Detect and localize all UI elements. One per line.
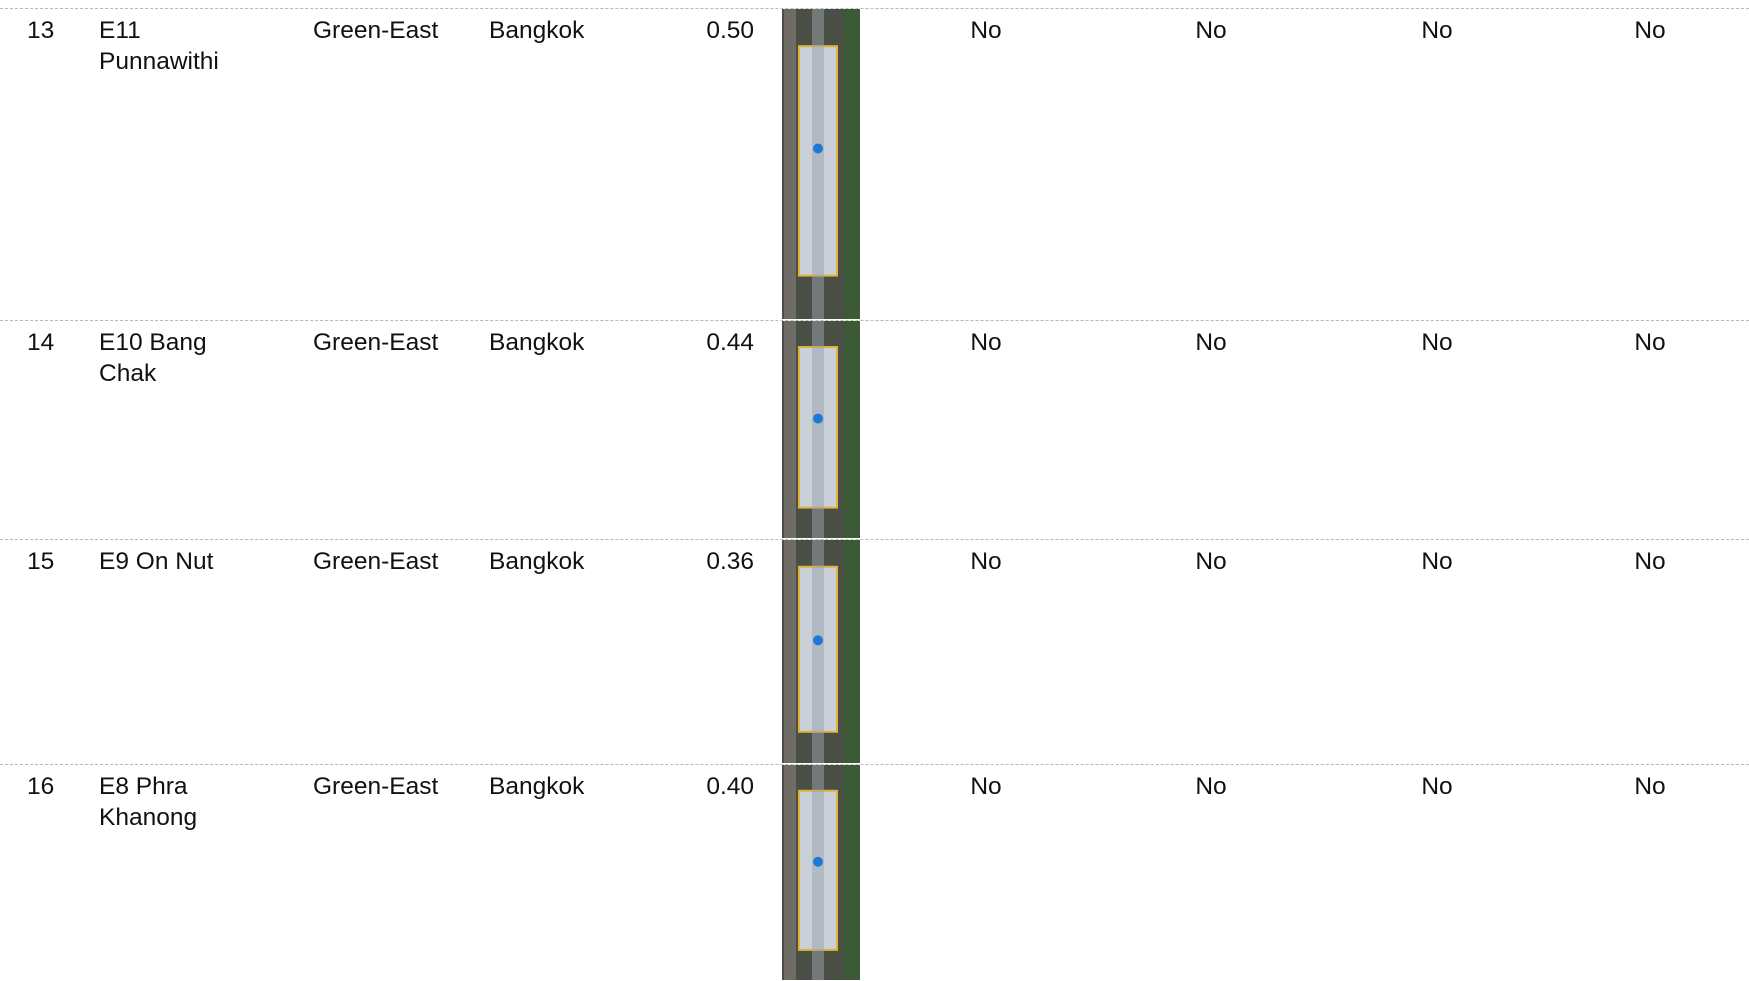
thumb-green [844, 321, 860, 538]
thumb-road-left [784, 321, 796, 538]
flag: No [1634, 17, 1666, 44]
distance: 0.44 [706, 329, 754, 356]
thumb-road-left [784, 540, 796, 763]
thumb-pin [813, 635, 823, 646]
station-name: E9 On Nut [99, 548, 214, 575]
distance: 0.40 [706, 773, 754, 800]
thumb-road-left [784, 765, 796, 980]
distance: 0.50 [706, 17, 754, 44]
station-thumbnail [782, 540, 860, 763]
flag: No [1195, 548, 1227, 575]
flag: No [1421, 773, 1453, 800]
thumb-green [844, 9, 860, 319]
thumb-track [812, 9, 824, 319]
row-number: 16 [27, 773, 55, 800]
station-name: E11 Punnawithi [99, 17, 219, 75]
flag: No [1634, 329, 1666, 356]
flag: No [970, 329, 1002, 356]
thumb-green [844, 540, 860, 763]
city: Bangkok [489, 17, 585, 44]
flag: No [970, 548, 1002, 575]
thumb-track [812, 540, 824, 763]
line-name: Green-East [313, 773, 439, 800]
flag: No [1421, 17, 1453, 44]
row-divider [0, 8, 1749, 9]
distance: 0.36 [706, 548, 754, 575]
thumb-pin [813, 413, 823, 424]
station-thumbnail [782, 9, 860, 319]
thumb-track [812, 321, 824, 538]
row-divider [0, 764, 1749, 765]
flag: No [1195, 773, 1227, 800]
row-divider [0, 320, 1749, 321]
line-name: Green-East [313, 548, 439, 575]
station-thumbnail [782, 765, 860, 980]
row-divider [0, 539, 1749, 540]
city: Bangkok [489, 329, 585, 356]
station-name: E8 Phra Khanong [99, 773, 198, 831]
row-number: 15 [27, 548, 55, 575]
thumb-green [844, 765, 860, 980]
thumb-pin [813, 856, 823, 867]
line-name: Green-East [313, 329, 439, 356]
row-number: 13 [27, 17, 55, 44]
city: Bangkok [489, 773, 585, 800]
station-name: E10 Bang Chak [99, 329, 207, 387]
flag: No [970, 773, 1002, 800]
flag: No [1421, 329, 1453, 356]
thumb-track [812, 765, 824, 980]
flag: No [1195, 17, 1227, 44]
flag: No [1634, 773, 1666, 800]
flag: No [970, 17, 1002, 44]
flag: No [1421, 548, 1453, 575]
thumb-road-left [784, 9, 796, 319]
city: Bangkok [489, 548, 585, 575]
row-number: 14 [27, 329, 55, 356]
flag: No [1634, 548, 1666, 575]
station-thumbnail [782, 321, 860, 538]
thumb-pin [813, 143, 823, 154]
line-name: Green-East [313, 17, 439, 44]
flag: No [1195, 329, 1227, 356]
